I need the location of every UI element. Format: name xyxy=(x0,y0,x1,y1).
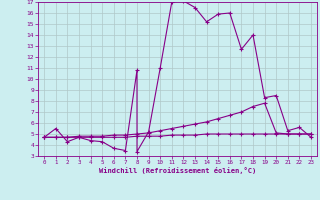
X-axis label: Windchill (Refroidissement éolien,°C): Windchill (Refroidissement éolien,°C) xyxy=(99,167,256,174)
